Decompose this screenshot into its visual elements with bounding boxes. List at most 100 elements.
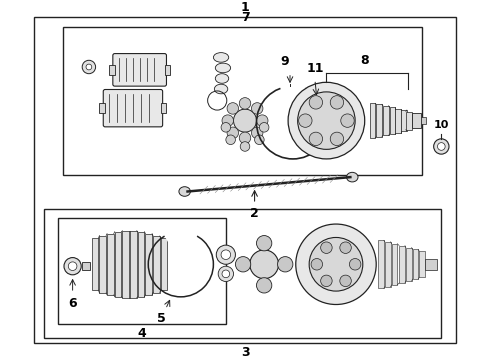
Bar [99, 235, 106, 293]
Bar [82, 262, 90, 270]
Bar [92, 238, 98, 290]
Bar [392, 244, 397, 285]
Text: 10: 10 [434, 120, 449, 130]
Bar [138, 232, 145, 297]
Bar [99, 103, 105, 113]
Bar [376, 104, 382, 137]
Circle shape [311, 258, 322, 270]
Circle shape [226, 135, 235, 145]
Bar [385, 242, 391, 287]
Circle shape [259, 122, 269, 132]
Circle shape [86, 64, 92, 70]
Circle shape [309, 238, 363, 291]
Circle shape [218, 266, 234, 282]
Circle shape [82, 60, 96, 74]
Circle shape [250, 250, 278, 279]
Circle shape [239, 98, 251, 109]
Bar [107, 234, 114, 295]
Ellipse shape [346, 172, 358, 182]
Circle shape [256, 278, 272, 293]
Bar [401, 110, 407, 131]
Circle shape [341, 114, 354, 127]
Bar [115, 232, 122, 297]
Circle shape [221, 122, 231, 132]
Bar [122, 231, 129, 298]
Circle shape [256, 235, 272, 251]
Bar [399, 246, 405, 283]
Circle shape [438, 143, 445, 150]
Bar [369, 103, 375, 138]
Ellipse shape [215, 63, 231, 73]
FancyBboxPatch shape [113, 54, 167, 86]
Bar [425, 258, 437, 270]
Bar [130, 231, 137, 298]
Text: 2: 2 [250, 207, 259, 220]
Circle shape [309, 96, 322, 109]
Text: 4: 4 [137, 327, 146, 339]
Circle shape [255, 135, 264, 145]
FancyBboxPatch shape [103, 90, 163, 127]
Bar [161, 238, 168, 290]
Bar [378, 240, 384, 288]
Circle shape [227, 103, 239, 114]
Text: 3: 3 [241, 346, 249, 359]
Ellipse shape [179, 187, 191, 196]
Bar [390, 107, 395, 134]
Bar [58, 218, 226, 324]
Wedge shape [164, 230, 198, 264]
Bar [63, 27, 422, 175]
Circle shape [216, 245, 235, 264]
Bar [383, 106, 389, 135]
Ellipse shape [215, 74, 229, 83]
Circle shape [330, 132, 343, 145]
Circle shape [234, 109, 256, 132]
Circle shape [235, 257, 251, 272]
Text: 11: 11 [306, 62, 324, 75]
Circle shape [349, 258, 361, 270]
Circle shape [227, 127, 239, 139]
Circle shape [297, 92, 355, 149]
Circle shape [309, 132, 322, 145]
Circle shape [340, 242, 351, 253]
Bar [395, 109, 401, 132]
Bar [412, 113, 421, 128]
Bar [419, 251, 425, 277]
Text: 9: 9 [280, 55, 289, 68]
Bar [165, 65, 171, 75]
Bar [153, 236, 160, 293]
Ellipse shape [214, 84, 228, 94]
Circle shape [222, 115, 234, 126]
Bar [161, 103, 167, 113]
Bar [109, 65, 115, 75]
Bar [406, 248, 412, 281]
Circle shape [222, 270, 230, 278]
Circle shape [277, 257, 293, 272]
Circle shape [296, 224, 376, 305]
Bar [34, 17, 456, 343]
Bar [146, 234, 152, 295]
Circle shape [251, 103, 263, 114]
Circle shape [288, 82, 365, 159]
Circle shape [68, 262, 77, 270]
Circle shape [298, 114, 312, 127]
Circle shape [340, 275, 351, 287]
Circle shape [240, 142, 250, 151]
Wedge shape [280, 84, 306, 122]
Text: 1: 1 [241, 1, 249, 14]
Bar [406, 112, 412, 130]
Circle shape [320, 275, 332, 287]
Circle shape [256, 115, 268, 126]
Bar [421, 117, 426, 125]
Circle shape [251, 127, 263, 139]
Bar [413, 249, 418, 279]
Circle shape [330, 96, 343, 109]
Circle shape [64, 257, 81, 275]
Text: 6: 6 [68, 297, 77, 310]
Circle shape [320, 242, 332, 253]
Text: 7: 7 [241, 11, 249, 24]
Text: 8: 8 [361, 54, 369, 67]
Circle shape [239, 132, 251, 144]
Text: 5: 5 [157, 312, 166, 325]
Circle shape [434, 139, 449, 154]
Ellipse shape [214, 53, 229, 62]
